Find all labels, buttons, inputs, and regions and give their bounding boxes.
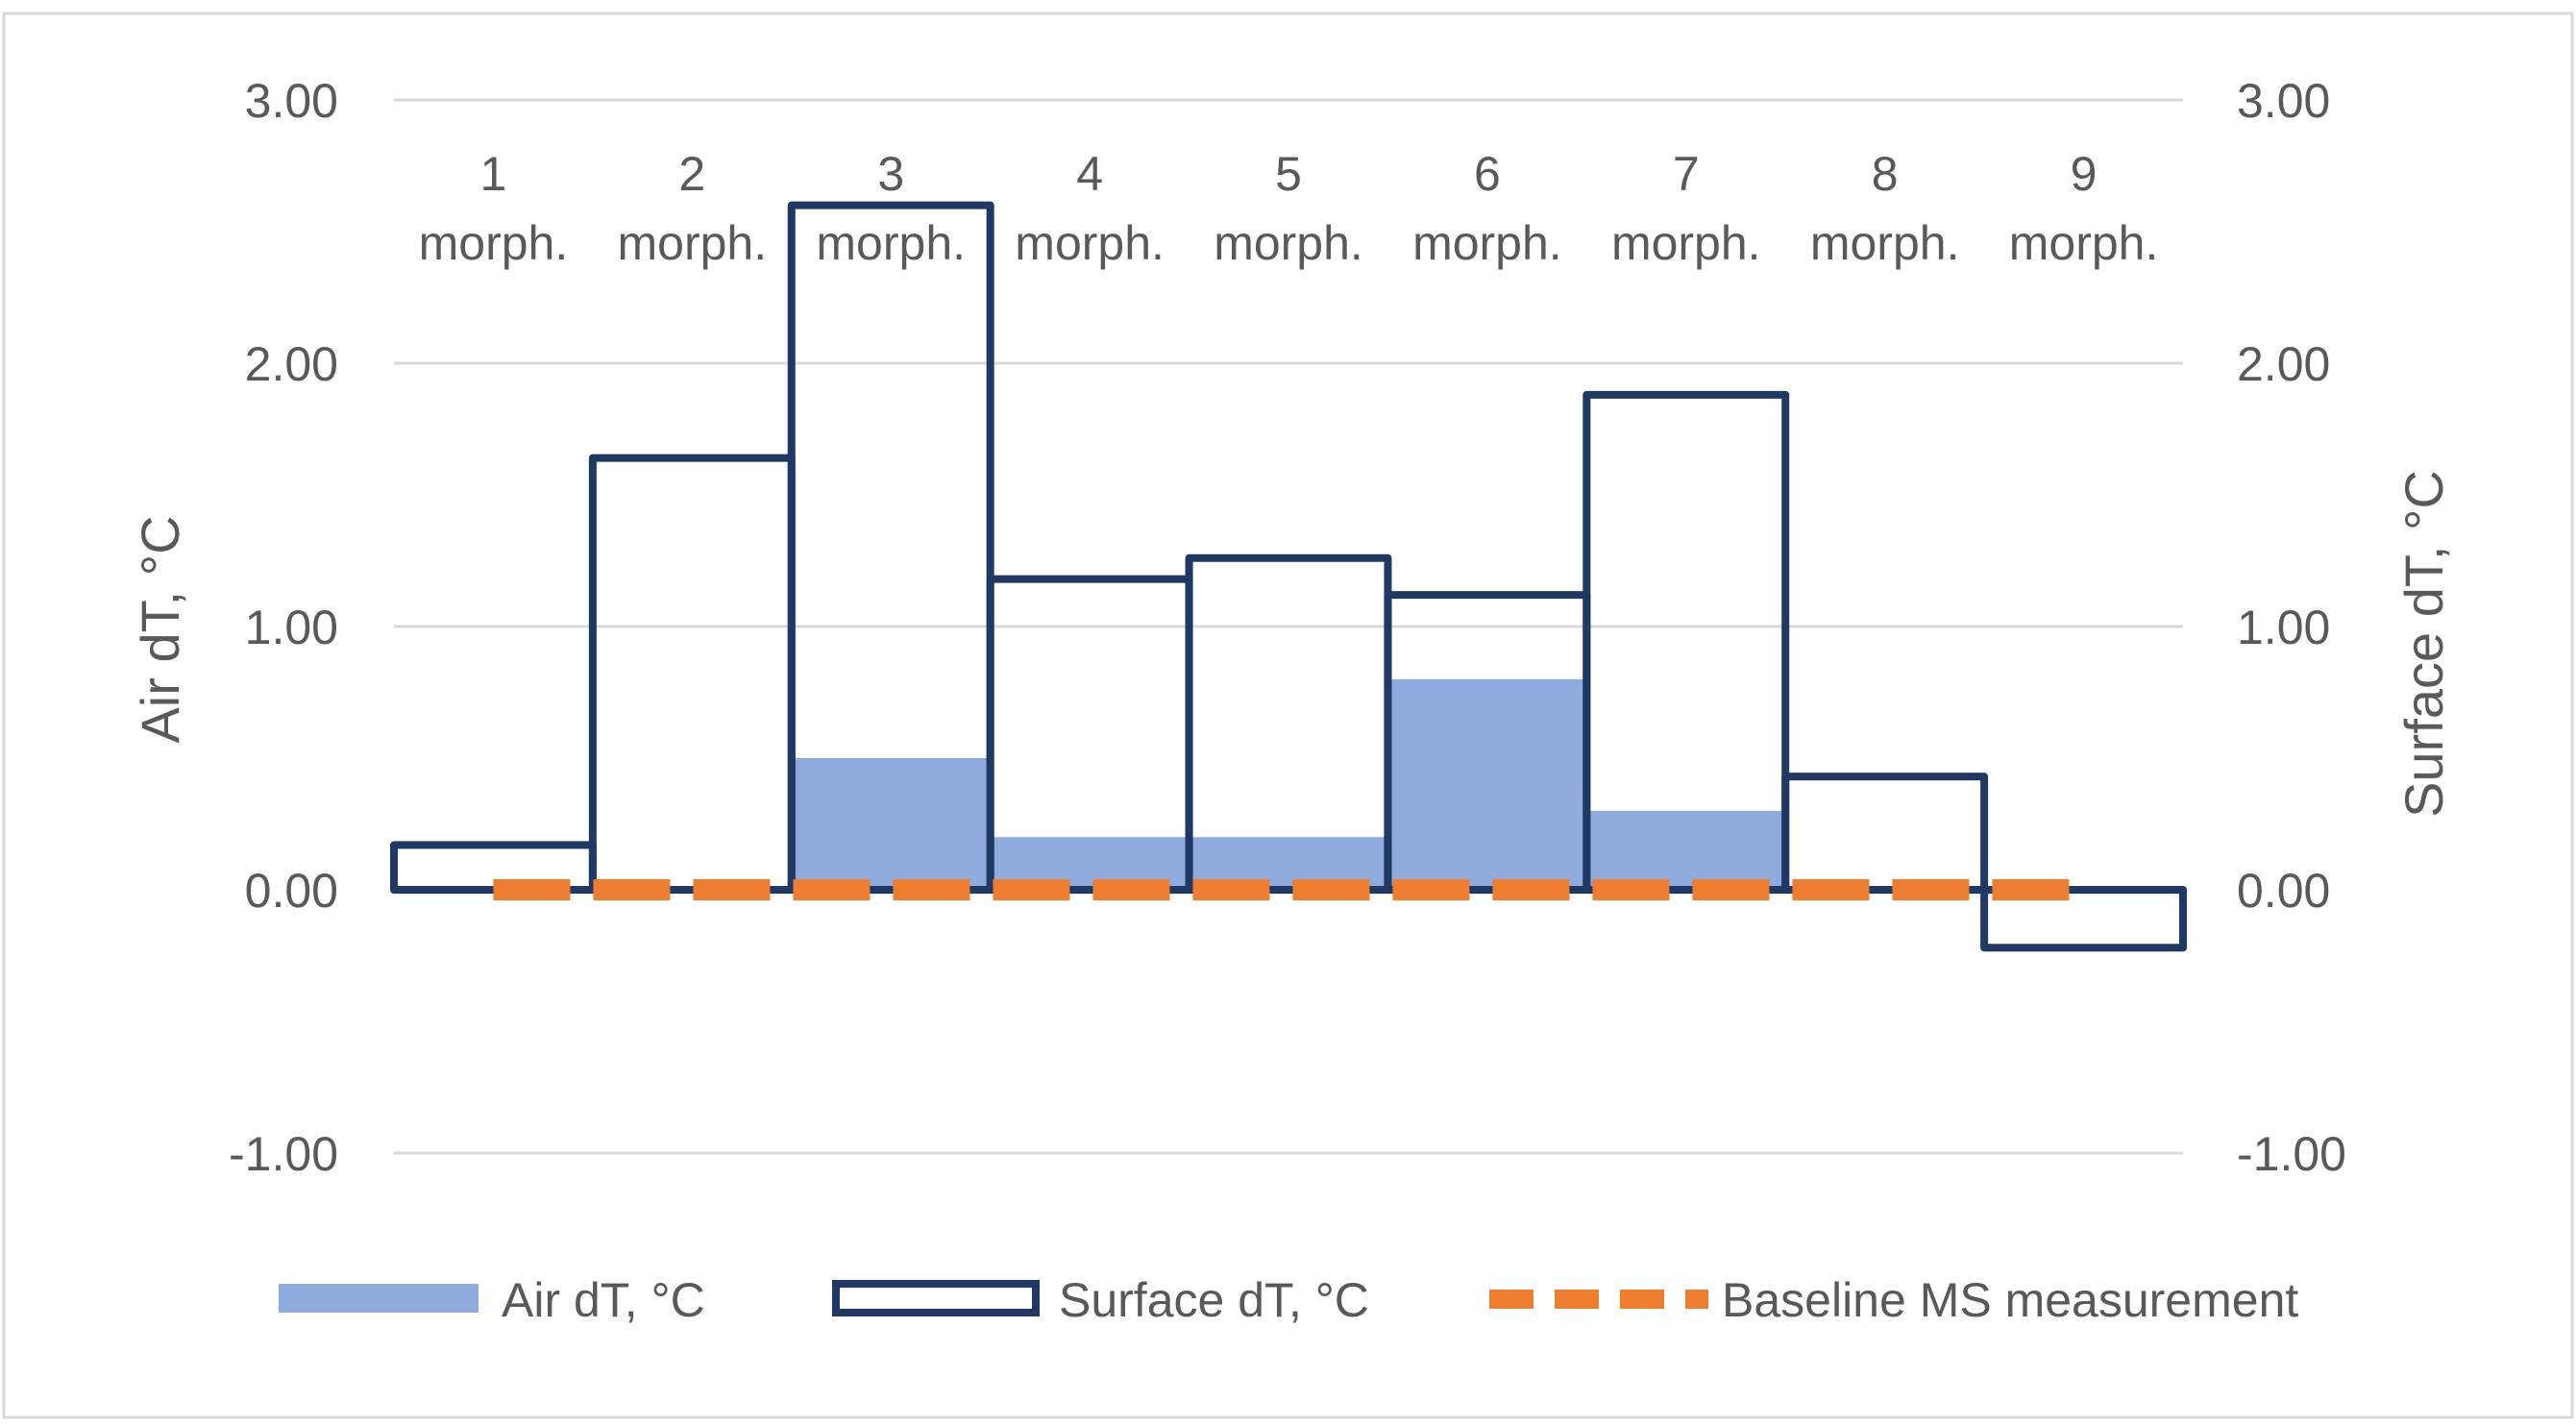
surface-bar [1980,886,2187,952]
right-tick-label: -1.00 [2237,1127,2346,1181]
category-number-label: 5 [1275,147,1302,201]
air-bar [791,758,991,890]
right-tick-label: 0.00 [2237,864,2330,918]
category-number-label: 9 [2071,147,2098,201]
legend: Air dT, °C Surface dT, °C Baseline MS me… [279,1273,2298,1327]
category-sublabel: morph. [419,216,569,270]
category-number-label: 7 [1673,147,1700,201]
surface-bar [1582,390,1790,894]
category-number-label: 4 [1076,147,1103,201]
category-number-label: 3 [877,147,904,201]
legend-swatch-surface [832,1280,1040,1316]
category-sublabel: morph. [1611,216,1761,270]
left-tick-label: -1.00 [229,1127,338,1181]
right-tick-label: 2.00 [2237,337,2330,391]
category-sublabel: morph. [1214,216,1363,270]
category-sublabel: morph. [618,216,768,270]
left-axis-label: Air dT, °C [130,515,190,743]
right-tick-label: 1.00 [2237,601,2330,654]
surface-bar [1781,773,1989,894]
category-sublabel: morph. [2009,216,2159,270]
air-series [791,678,1786,890]
legend-swatch-air [279,1284,478,1313]
right-axis-ticks: 3.00 2.00 1.00 0.00 -1.00 [2237,74,2346,1181]
surface-bar [787,201,994,895]
air-bar [1387,678,1587,890]
category-labels: 1 morph. 2 morph. 3 morph. 4 morph. 5 morph. 6 morp… [419,147,2159,270]
legend-label-air: Air dT, °C [502,1273,705,1327]
right-axis-label: Surface dT, °C [2393,470,2454,818]
air-bar [1586,810,1786,890]
gridlines [394,98,2183,1155]
category-sublabel: morph. [1412,216,1562,270]
right-tick-label: 3.00 [2237,74,2330,128]
legend-label-surface: Surface dT, °C [1059,1273,1369,1327]
category-sublabel: morph. [1015,216,1165,270]
category-sublabel: morph. [1810,216,1960,270]
legend-label-baseline: Baseline MS measurement [1722,1273,2298,1327]
category-number-label: 8 [1872,147,1899,201]
category-number-label: 6 [1474,147,1501,201]
chart-border [2,12,2574,1419]
category-number-label: 1 [480,147,507,201]
category-number-label: 2 [678,147,705,201]
left-tick-label: 3.00 [245,74,338,128]
category-sublabel: morph. [816,216,966,270]
left-tick-label: 1.00 [245,601,338,654]
left-axis-ticks: 3.00 2.00 1.00 0.00 -1.00 [229,74,338,1181]
left-tick-label: 2.00 [245,337,338,391]
left-tick-label: 0.00 [245,864,338,918]
